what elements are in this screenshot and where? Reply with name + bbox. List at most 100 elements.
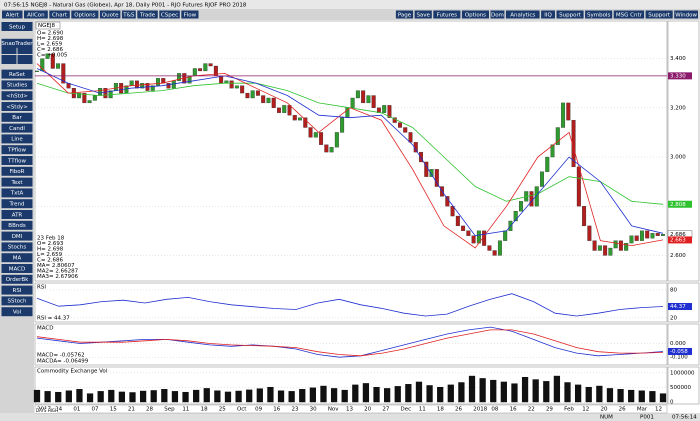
menu-label: Support	[648, 12, 671, 18]
sidebar-button[interactable]	[1, 166, 33, 176]
sidebar-label: Text	[10, 180, 23, 186]
sidebar-button[interactable]	[1, 210, 33, 219]
sidebar-button[interactable]	[1, 242, 33, 252]
date-label: Sep	[164, 407, 175, 413]
candle	[208, 63, 213, 67]
sidebar-button[interactable]	[1, 296, 33, 306]
y-tick-label: 2.600	[670, 253, 686, 259]
menu-label: IIQ	[544, 12, 552, 18]
menu-button[interactable]	[613, 10, 645, 19]
volume-bar	[649, 391, 656, 403]
sidebar-button[interactable]	[1, 188, 33, 198]
sidebar-button[interactable]	[1, 80, 33, 90]
candle	[561, 102, 566, 128]
icon-button[interactable]	[1, 55, 17, 64]
date-label: 21	[128, 407, 135, 413]
menu-button[interactable]	[541, 10, 555, 19]
candle	[234, 85, 239, 89]
candle	[655, 233, 660, 236]
sidebar-button[interactable]	[1, 285, 33, 295]
date-label: 16	[510, 407, 517, 413]
menu-button[interactable]	[395, 10, 414, 19]
sidebar-button[interactable]	[1, 123, 33, 133]
volume-bar	[500, 381, 507, 403]
sidebar-button[interactable]	[1, 264, 33, 273]
sidebar-button[interactable]	[1, 220, 33, 230]
candle	[77, 92, 82, 99]
sidebar-button[interactable]	[1, 91, 33, 101]
sidebar-button[interactable]	[1, 134, 33, 144]
menu-button[interactable]	[556, 10, 584, 19]
menu-label: Quote	[102, 12, 119, 18]
candle	[408, 132, 413, 143]
candle	[450, 206, 455, 217]
sidebar-button[interactable]	[1, 156, 33, 165]
sidebar-button[interactable]	[1, 274, 33, 284]
menu-bar	[0, 9, 700, 20]
menu-button[interactable]	[181, 10, 199, 19]
sidebar-button[interactable]	[1, 231, 33, 241]
menu-button[interactable]	[2, 10, 23, 19]
sidebar-label: <Stdy>	[6, 104, 28, 110]
date-label: 11	[419, 407, 426, 413]
volume-bar	[288, 391, 295, 403]
menu-button[interactable]	[49, 10, 70, 19]
y-tick-label: 1000000	[670, 370, 695, 376]
volume-bar	[182, 391, 189, 403]
volume-bar	[553, 375, 561, 403]
sidebar-label: <hStd>	[6, 94, 28, 100]
y-tick-label: -0.100	[670, 355, 688, 361]
icon-button[interactable]	[1, 45, 17, 54]
menu-button[interactable]	[137, 10, 158, 19]
menu-button[interactable]	[505, 10, 540, 19]
menu-button[interactable]	[159, 10, 180, 19]
candle	[629, 235, 634, 244]
menu-button[interactable]	[674, 10, 698, 19]
menu-button[interactable]	[71, 10, 99, 19]
sidebar-button[interactable]	[1, 69, 33, 79]
candle	[576, 166, 581, 207]
icon-button[interactable]	[17, 45, 33, 54]
menu-button[interactable]	[645, 10, 673, 19]
sidebar-button[interactable]	[1, 307, 33, 317]
icon-button[interactable]	[17, 55, 33, 64]
menu-button[interactable]	[414, 10, 432, 19]
candle	[361, 90, 366, 104]
menu-button[interactable]	[24, 10, 48, 19]
sidebar-button[interactable]	[1, 38, 33, 48]
candle	[87, 100, 92, 104]
volume-bar	[447, 384, 454, 403]
candle	[545, 156, 550, 172]
quote-line: H= 2.698	[37, 36, 64, 42]
sidebar-button[interactable]	[1, 102, 33, 111]
axis-marker-label: -0.058	[670, 349, 688, 355]
y-tick-label: 0.000	[670, 341, 686, 347]
sidebar-label: Bar	[12, 115, 22, 121]
candle	[282, 105, 287, 113]
volume-bar	[161, 389, 168, 403]
volume-bar	[108, 389, 115, 403]
candle	[387, 105, 392, 118]
sidebar-button[interactable]	[1, 253, 33, 263]
sidebar-label: MACD	[9, 266, 26, 272]
menu-button[interactable]	[490, 10, 505, 19]
volume-bar	[543, 381, 550, 403]
sidebar-button[interactable]	[1, 22, 33, 31]
candle	[92, 95, 97, 101]
candle	[587, 225, 592, 241]
candle	[429, 169, 434, 177]
candle	[624, 242, 629, 251]
menu-button[interactable]	[433, 10, 461, 19]
sidebar-button[interactable]	[1, 199, 33, 209]
candle	[329, 147, 334, 153]
menu-button[interactable]	[121, 10, 136, 19]
panel-frame	[34, 282, 668, 323]
menu-button[interactable]	[99, 10, 121, 19]
menu-button[interactable]	[461, 10, 489, 19]
sidebar-button[interactable]	[1, 112, 33, 122]
sidebar-button[interactable]	[1, 177, 33, 187]
volume-bar	[33, 389, 41, 403]
sidebar-button[interactable]	[1, 145, 33, 155]
menu-button[interactable]	[585, 10, 613, 19]
